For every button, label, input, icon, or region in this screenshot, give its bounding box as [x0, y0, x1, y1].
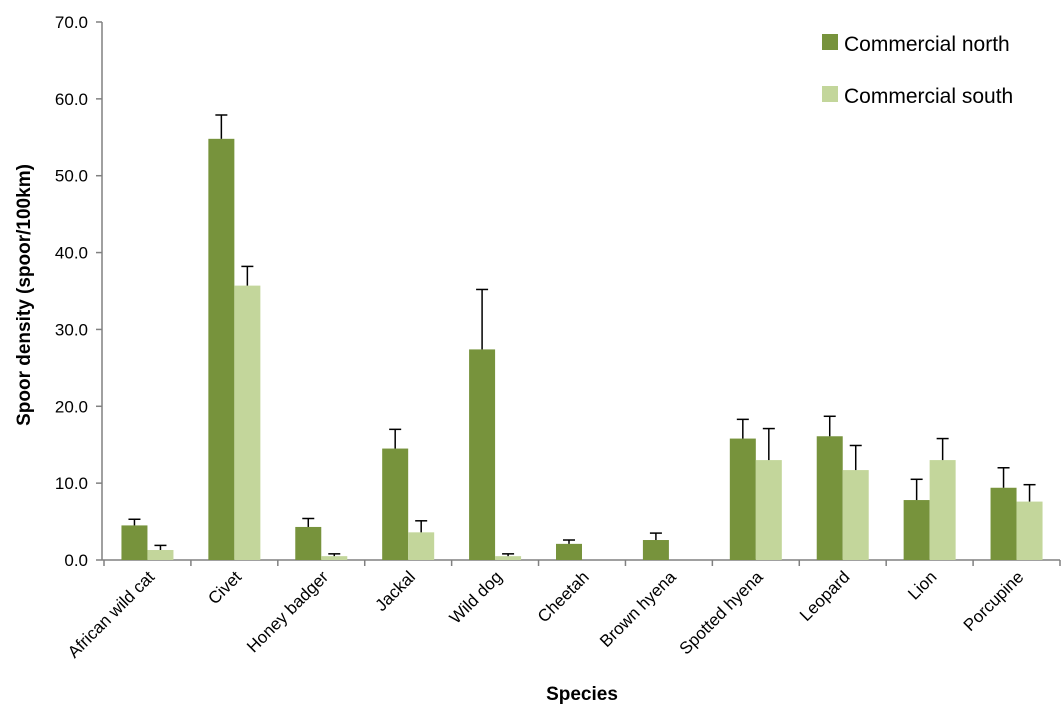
bar	[495, 556, 522, 560]
x-tick-label: Porcupine	[960, 567, 1028, 635]
y-axis-title: Spoor density (spoor/100km)	[14, 164, 35, 426]
bar	[1016, 501, 1043, 560]
bar	[842, 470, 869, 560]
bar	[234, 285, 261, 560]
y-tick-label: 40.0	[55, 244, 88, 263]
legend-label: Commercial north	[844, 33, 1010, 56]
x-tick-label: Cheetah	[534, 567, 593, 626]
legend-swatch	[822, 86, 838, 102]
x-tick-label: Wild dog	[446, 567, 506, 627]
legend-swatch	[822, 34, 838, 50]
bar	[642, 540, 669, 560]
y-tick-label: 10.0	[55, 474, 88, 493]
legend: Commercial north Commercial south	[822, 33, 1013, 108]
bar	[321, 556, 348, 560]
bar	[929, 460, 956, 560]
x-tick-label: Leopard	[796, 567, 854, 625]
y-tick-label: 0.0	[64, 551, 88, 570]
y-tick-label: 50.0	[55, 167, 88, 186]
bar	[729, 438, 756, 560]
x-tick-label: Brown hyena	[596, 567, 680, 651]
bar	[903, 500, 930, 560]
y-tick-label: 30.0	[55, 320, 88, 339]
bar	[755, 460, 782, 560]
bar	[990, 487, 1017, 560]
x-tick-label: African wild cat	[64, 567, 158, 661]
bar	[121, 525, 148, 560]
bar	[208, 138, 235, 560]
y-tick-label: 20.0	[55, 397, 88, 416]
bar	[469, 349, 496, 560]
y-tick-label: 60.0	[55, 90, 88, 109]
y-tick-label: 70.0	[55, 13, 88, 32]
bar	[816, 436, 843, 560]
bar	[382, 448, 409, 560]
x-tick-label: Lion	[904, 567, 940, 603]
legend-label: Commercial south	[844, 85, 1013, 108]
x-tick-label: Honey badger	[243, 567, 332, 656]
x-axis-title: Species	[546, 684, 618, 705]
plot-area: 0.0 10.0 20.0 30.0 40.0 50.0 60.0 70.0 African w…	[55, 13, 1061, 662]
x-tick-label: Civet	[204, 567, 245, 608]
bar	[556, 543, 582, 560]
x-tick-label: Jackal	[372, 567, 420, 615]
bar	[295, 526, 322, 560]
bar	[147, 550, 174, 560]
x-tick-label: Spotted hyena	[676, 567, 767, 658]
bar	[408, 532, 435, 560]
